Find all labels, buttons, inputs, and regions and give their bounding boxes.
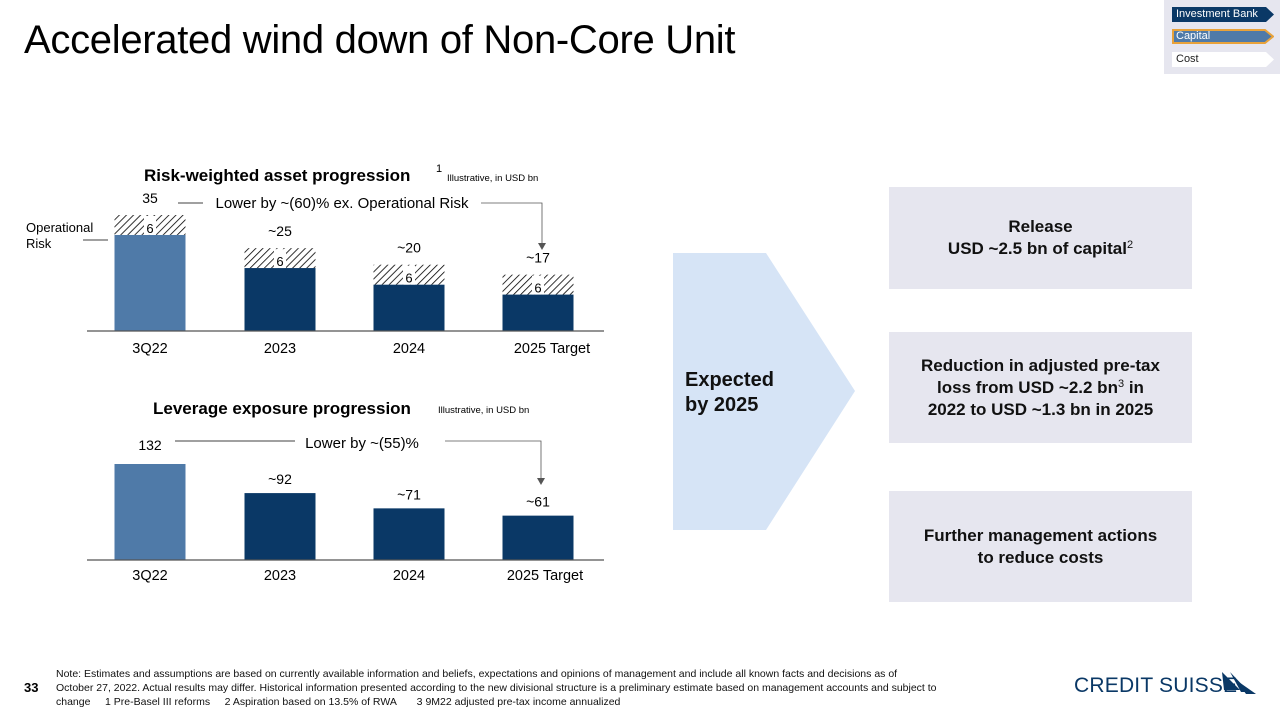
section-tracker: Investment Bank Capital Cost <box>1164 0 1280 74</box>
nav-item-investment-bank[interactable]: Investment Bank <box>1172 7 1274 22</box>
box-line: in <box>1124 377 1144 397</box>
logo-wordmark: CREDIT SUISSE <box>1074 674 1237 697</box>
page-number: 33 <box>24 680 39 695</box>
category-label: 2025 Target <box>507 568 583 584</box>
footnote-ref: 3 <box>1117 377 1125 390</box>
chart-title: Risk-weighted asset progression <box>144 166 410 185</box>
nav-arrow-shape <box>1172 52 1274 67</box>
annotation-arrowhead <box>538 243 546 250</box>
category-label: 2024 <box>393 341 425 357</box>
nav-item-label: Cost <box>1176 53 1199 65</box>
credit-suisse-logo: CREDIT SUISSE <box>1074 672 1256 697</box>
outcome-box-loss-reduction: Reduction in adjusted pre-tax loss from … <box>889 332 1192 443</box>
total-label: ~17 <box>526 250 550 266</box>
footnote-ref: 2 <box>1126 239 1134 251</box>
chart-subtitle: Illustrative, in USD bn <box>447 173 538 184</box>
category-label: 2024 <box>393 568 425 584</box>
nav-arrow-shape <box>1172 7 1274 22</box>
bar <box>114 464 186 560</box>
bar-segment-main <box>502 294 574 331</box>
segment-label: 6 <box>146 221 153 236</box>
category-label: 3Q22 <box>132 568 167 584</box>
category-label: 3Q22 <box>132 341 167 357</box>
segment-label-bg <box>403 265 415 285</box>
outcome-box-cost-actions: Further management actions to reduce cos… <box>889 491 1192 602</box>
sails-icon <box>1222 672 1256 694</box>
nav-item-capital[interactable]: Capital <box>1172 29 1274 44</box>
category-label: 2023 <box>264 341 296 357</box>
expected-label: Expected by 2025 <box>685 368 774 418</box>
bar-segment-main <box>373 284 445 331</box>
category-label: 2025 Target <box>514 341 590 357</box>
footnote-line: change 1 Pre-Basel III reforms 2 Aspirat… <box>56 696 621 708</box>
box-line: USD ~2.5 bn of capital <box>947 239 1127 258</box>
bar <box>373 508 445 560</box>
chart-annotation: Lower by ~(55)% <box>305 435 419 452</box>
box-line: Release <box>1008 217 1073 236</box>
nav-item-label: Capital <box>1176 30 1211 42</box>
total-label: ~25 <box>268 223 292 239</box>
annotation-line-right <box>445 440 542 479</box>
expected-line2: by 2025 <box>685 394 759 416</box>
annotation-arrowhead <box>537 478 545 485</box>
footnote: Note: Estimates and assumptions are base… <box>56 667 1036 709</box>
total-label: 35 <box>142 190 158 206</box>
bar-segment-main <box>244 268 316 331</box>
chart-annotation: Lower by ~(60)% ex. Operational Risk <box>215 195 469 212</box>
category-label: 2023 <box>264 568 296 584</box>
segment-label: 6 <box>276 254 283 269</box>
leverage-exposure-chart: Leverage exposure progression Illustrati… <box>87 399 604 584</box>
nav-item-label: Investment Bank <box>1176 8 1258 20</box>
value-label: ~61 <box>526 494 550 510</box>
series-label-line2: Risk <box>26 236 52 251</box>
segment-label-bg <box>532 275 544 295</box>
page-title: Accelerated wind down of Non-Core Unit <box>24 18 736 62</box>
nav-item-cost[interactable]: Cost <box>1172 52 1274 67</box>
segment-label-bg <box>274 249 286 269</box>
box-line: to reduce costs <box>977 547 1104 567</box>
value-label: ~71 <box>397 486 421 502</box>
bar-segment-main <box>114 234 186 331</box>
series-label-line1: Operational <box>26 220 93 235</box>
footnote-line: October 27, 2022. Actual results may dif… <box>56 682 937 694</box>
box-line: 2022 to USD ~1.3 bn in 2025 <box>927 399 1154 419</box>
box-line: Further management actions <box>923 525 1158 545</box>
outcome-box-capital-release: Release USD ~2.5 bn of capital2 <box>889 187 1192 289</box>
expected-chevron <box>673 253 855 530</box>
total-label: ~20 <box>397 240 421 256</box>
box-line: Reduction in adjusted pre-tax <box>921 355 1160 375</box>
chart-title-footnote-ref: 1 <box>436 163 442 175</box>
box-line: loss from USD ~2.2 bn <box>937 377 1118 397</box>
bar <box>502 515 574 560</box>
segment-label: 6 <box>405 271 412 286</box>
value-label: 132 <box>138 437 162 453</box>
annotation-line-right <box>481 202 543 244</box>
footnote-line: Note: Estimates and assumptions are base… <box>56 668 898 680</box>
segment-label-bg <box>144 216 156 235</box>
nav-arrow-shape <box>1172 29 1274 44</box>
chart-subtitle: Illustrative, in USD bn <box>438 405 529 416</box>
bar <box>244 493 316 560</box>
segment-label: 6 <box>534 281 541 296</box>
expected-line1: Expected <box>685 369 774 391</box>
chart-title: Leverage exposure progression <box>153 399 411 418</box>
rwa-chart: Risk-weighted asset progression 1 Illust… <box>26 163 604 357</box>
value-label: ~92 <box>268 471 292 487</box>
